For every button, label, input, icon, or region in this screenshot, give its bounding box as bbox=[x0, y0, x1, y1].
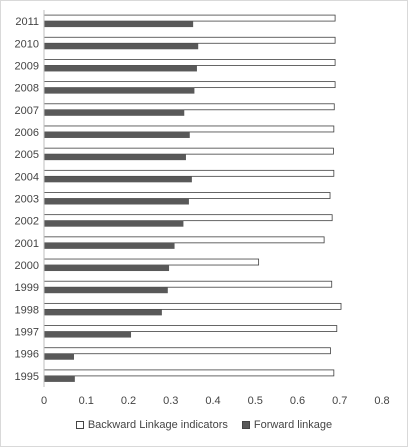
y-tick-label-1997: 1997 bbox=[15, 327, 39, 339]
bar-backward-2009 bbox=[43, 59, 336, 66]
bar-forward-2002 bbox=[44, 220, 184, 227]
bar-backward-2008 bbox=[43, 81, 336, 89]
bar-backward-2007 bbox=[43, 103, 335, 111]
bar-forward-2004 bbox=[44, 176, 192, 183]
bar-forward-2010 bbox=[44, 43, 199, 50]
legend-label-backward: Backward Linkage indicators bbox=[87, 419, 228, 431]
bar-forward-1996 bbox=[44, 353, 74, 360]
x-tick-label-0.6: 0.6 bbox=[290, 395, 305, 407]
y-tick-label-2011: 2011 bbox=[15, 16, 39, 28]
bar-backward-2011 bbox=[43, 14, 336, 22]
bar-forward-2003 bbox=[44, 198, 189, 205]
bar-forward-2009 bbox=[44, 65, 197, 72]
y-tick-label-2001: 2001 bbox=[15, 238, 39, 250]
bar-backward-2000 bbox=[43, 258, 260, 266]
y-tick-label-1999: 1999 bbox=[15, 282, 39, 294]
bar-backward-2006 bbox=[43, 125, 335, 133]
y-tick-label-2010: 2010 bbox=[15, 38, 39, 50]
x-tick-label-0.8: 0.8 bbox=[374, 395, 389, 407]
bar-backward-2003 bbox=[43, 192, 331, 199]
x-tick-label-0.2: 0.2 bbox=[121, 395, 136, 407]
y-tick-label-2004: 2004 bbox=[15, 171, 39, 183]
bar-backward-1995 bbox=[43, 369, 335, 377]
bar-backward-2001 bbox=[43, 236, 325, 244]
bar-forward-2008 bbox=[44, 87, 195, 94]
y-tick-label-2007: 2007 bbox=[15, 105, 39, 117]
legend-swatch-backward bbox=[75, 421, 84, 429]
y-tick-label-2009: 2009 bbox=[15, 60, 39, 72]
x-tick-label-0.3: 0.3 bbox=[163, 395, 178, 407]
bar-forward-1997 bbox=[44, 331, 132, 338]
y-tick-label-2000: 2000 bbox=[15, 260, 39, 272]
bar-backward-2002 bbox=[43, 214, 333, 222]
y-tick-label-2003: 2003 bbox=[15, 194, 39, 206]
bar-backward-1996 bbox=[43, 347, 331, 355]
bar-backward-1999 bbox=[43, 280, 333, 288]
bar-forward-2006 bbox=[44, 131, 190, 138]
bar-backward-2004 bbox=[43, 169, 335, 177]
bar-forward-2005 bbox=[44, 154, 186, 161]
bar-forward-2000 bbox=[44, 265, 170, 272]
bar-backward-1998 bbox=[43, 302, 342, 310]
legend-label-forward: Forward linkage bbox=[253, 419, 333, 431]
y-tick-label-2008: 2008 bbox=[15, 83, 39, 95]
legend-item-backward: Backward Linkage indicators bbox=[75, 419, 228, 431]
bar-forward-2011 bbox=[44, 21, 194, 28]
y-tick-label-1998: 1998 bbox=[15, 304, 39, 316]
bar-forward-1995 bbox=[44, 375, 75, 382]
y-tick-label-1995: 1995 bbox=[15, 371, 39, 383]
bar-backward-1997 bbox=[43, 325, 338, 332]
legend: Backward Linkage indicators Forward link… bbox=[0, 419, 408, 431]
bar-forward-2007 bbox=[44, 109, 185, 116]
x-tick-label-0: 0 bbox=[41, 395, 47, 407]
bar-forward-1998 bbox=[44, 309, 162, 316]
y-tick-label-2002: 2002 bbox=[15, 216, 39, 228]
y-tick-label-2005: 2005 bbox=[15, 149, 39, 161]
y-tick-label-1996: 1996 bbox=[15, 349, 39, 361]
legend-item-forward: Forward linkage bbox=[241, 419, 333, 431]
x-tick-label-0.5: 0.5 bbox=[248, 395, 263, 407]
bar-forward-1999 bbox=[44, 287, 168, 294]
x-tick-label-0.7: 0.7 bbox=[332, 395, 347, 407]
x-tick-label-0.4: 0.4 bbox=[205, 395, 220, 407]
bar-backward-2010 bbox=[43, 36, 336, 44]
y-tick-label-2006: 2006 bbox=[15, 127, 39, 139]
legend-swatch-forward bbox=[241, 421, 250, 429]
bar-forward-2001 bbox=[44, 242, 175, 249]
x-tick-label-0.1: 0.1 bbox=[79, 395, 94, 407]
bar-backward-2005 bbox=[43, 147, 334, 155]
